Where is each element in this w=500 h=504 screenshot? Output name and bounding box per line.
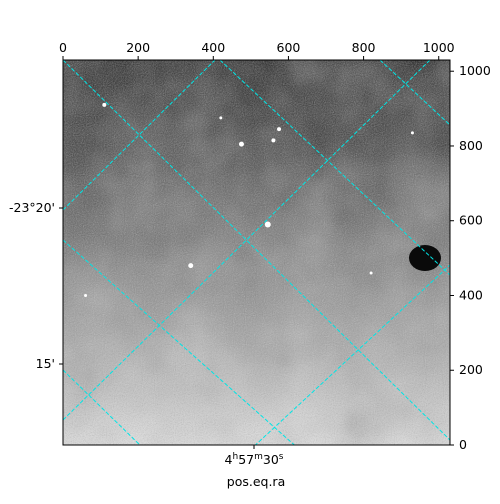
x-axis-label: pos.eq.ra [227,474,285,489]
top-tick-label: 400 [201,40,225,55]
coordinate-grid-line [63,60,216,211]
plot-frame [62,59,451,446]
star [238,141,244,147]
right-tick-label: 600 [459,213,483,228]
left-tick-label: 15' [36,356,55,371]
bottom-tick-label: 4h57m30s [225,452,284,467]
bottom-axis: 4h57m30s pos.eq.ra [225,445,285,489]
right-tick-label: 400 [459,287,483,302]
coordinate-grid-line [63,369,141,445]
top-tick-label: 800 [352,40,376,55]
left-tick-label: -23°20' [9,200,55,215]
top-axis: 0 200 400 600 800 1000 [59,40,455,60]
top-tick-label: 1000 [423,40,455,55]
star [271,138,276,143]
right-tick-label: 200 [459,362,483,377]
star [410,131,414,135]
star [84,293,88,297]
star [369,271,373,275]
right-axis: 0 200 400 600 800 1000 [450,63,491,452]
coordinate-grid-line [63,60,450,441]
coordinate-grid-line [219,60,450,276]
coordinate-grid-line [63,239,296,445]
right-tick-label: 1000 [459,63,491,78]
top-tick-label: 0 [59,40,67,55]
top-tick-label: 200 [126,40,150,55]
top-tick-label: 600 [277,40,301,55]
star [219,116,223,120]
sky-image [63,60,450,445]
dark-blob [409,245,441,271]
coordinate-grid-line [379,60,450,126]
star [264,221,271,228]
star [188,263,194,269]
star [102,102,107,107]
star [277,127,282,132]
right-tick-label: 800 [459,138,483,153]
right-tick-label: 0 [459,437,467,452]
coordinate-grid-line [254,264,450,445]
coordinate-grid-line [63,60,431,421]
left-axis: -23°20' 15' [9,200,63,371]
